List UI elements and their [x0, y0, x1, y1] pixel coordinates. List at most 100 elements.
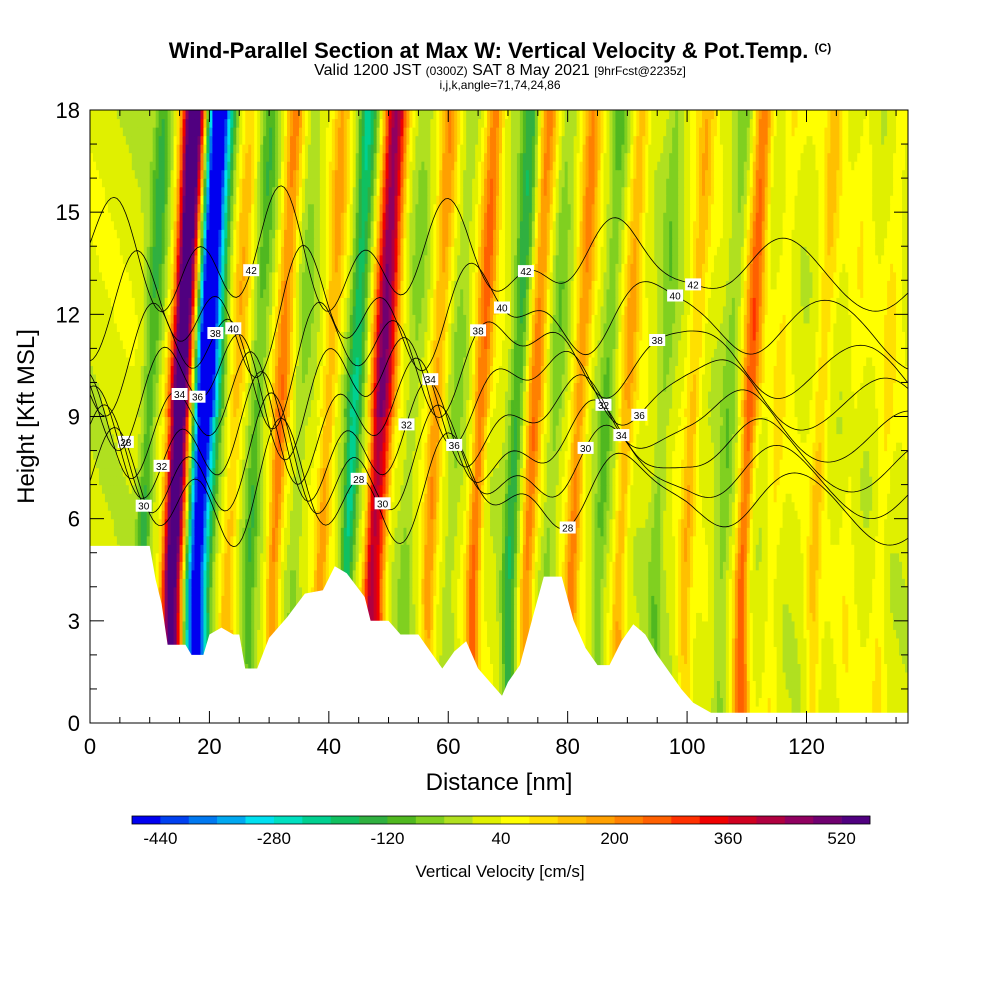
velocity-cell — [669, 637, 673, 647]
velocity-cell — [188, 646, 193, 656]
velocity-cell — [606, 595, 611, 605]
velocity-cell — [746, 705, 751, 716]
velocity-cell — [585, 603, 590, 613]
velocity-cell — [887, 620, 891, 630]
velocity-cell — [406, 603, 411, 613]
velocity-cell — [875, 663, 879, 673]
velocity-cell — [528, 603, 533, 613]
velocity-cell — [415, 586, 419, 596]
velocity-cell — [716, 586, 721, 596]
velocity-cell — [902, 688, 906, 699]
velocity-cell — [203, 637, 208, 647]
velocity-cell — [493, 595, 497, 605]
velocity-cell — [522, 637, 527, 647]
velocity-cell — [510, 654, 515, 664]
velocity-cell — [713, 654, 718, 664]
velocity-cell — [770, 680, 775, 690]
velocity-cell — [475, 654, 479, 664]
velocity-cell — [899, 629, 903, 639]
velocity-cell — [824, 629, 828, 639]
velocity-cell — [887, 663, 891, 673]
velocity-cell — [519, 629, 524, 639]
velocity-cell — [902, 663, 906, 673]
velocity-cell — [788, 654, 793, 664]
velocity-cell — [761, 697, 766, 707]
velocity-cell — [457, 612, 461, 622]
velocity-cell — [740, 680, 745, 690]
velocity-cell — [167, 586, 172, 596]
velocity-cell — [645, 595, 649, 605]
velocity-cell — [740, 654, 745, 664]
velocity-cell — [278, 586, 282, 596]
velocity-cell — [173, 595, 178, 605]
velocity-cell — [600, 637, 605, 647]
velocity-cell — [672, 612, 676, 622]
velocity-cell — [666, 629, 670, 639]
velocity-cell — [785, 595, 790, 605]
velocity-cell — [704, 654, 709, 664]
velocity-cell — [791, 646, 796, 656]
velocity-cell — [454, 620, 458, 630]
velocity-cell — [830, 646, 834, 656]
velocity-cell — [304, 586, 309, 596]
velocity-cell — [743, 654, 748, 664]
velocity-cell — [812, 646, 817, 656]
velocity-cell — [851, 603, 855, 613]
velocity-cell — [606, 646, 611, 656]
chart-title-unit: (C) — [814, 41, 832, 55]
velocity-cell — [281, 612, 285, 622]
velocity-cell — [364, 595, 369, 605]
velocity-cell — [788, 612, 793, 622]
velocity-cell — [284, 603, 288, 613]
velocity-cell — [433, 637, 437, 647]
velocity-cell — [728, 620, 733, 630]
velocity-cell — [893, 646, 897, 656]
velocity-cell — [875, 595, 879, 605]
velocity-cell — [507, 612, 512, 622]
velocity-cell — [749, 671, 754, 682]
velocity-cell — [818, 637, 823, 647]
velocity-cell — [887, 629, 891, 639]
velocity-cell — [251, 612, 255, 622]
velocity-cell — [839, 595, 843, 605]
velocity-cell — [773, 671, 778, 682]
velocity-cell — [725, 654, 730, 664]
velocity-cell — [896, 697, 900, 707]
velocity-cell — [746, 637, 751, 647]
velocity-cell — [737, 629, 742, 639]
velocity-cell — [696, 646, 700, 656]
velocity-cell — [773, 688, 778, 699]
velocity-cell — [624, 620, 628, 630]
velocity-cell — [663, 620, 667, 630]
velocity-cell — [582, 637, 587, 647]
velocity-cell — [615, 586, 620, 596]
velocity-cell — [699, 586, 703, 596]
velocity-cell — [397, 612, 402, 622]
velocity-cell — [490, 663, 494, 673]
velocity-cell — [439, 646, 443, 656]
velocity-cell — [397, 586, 402, 596]
velocity-cell — [621, 629, 625, 639]
velocity-cell — [696, 671, 700, 682]
velocity-cell — [728, 603, 733, 613]
velocity-cell — [388, 603, 393, 613]
velocity-cell — [737, 671, 742, 682]
velocity-cell — [385, 595, 390, 605]
velocity-cell — [752, 629, 757, 639]
velocity-cell — [854, 705, 858, 716]
velocity-cell — [460, 629, 464, 639]
velocity-cell — [839, 620, 843, 630]
velocity-cell — [475, 612, 479, 622]
velocity-cell — [215, 612, 219, 622]
velocity-cell — [403, 612, 408, 622]
velocity-cell — [779, 654, 784, 664]
velocity-cell — [382, 586, 387, 596]
velocity-cell — [209, 620, 214, 630]
velocity-cell — [170, 586, 175, 596]
velocity-cell — [860, 637, 864, 647]
velocity-cell — [194, 629, 199, 639]
velocity-cell — [687, 612, 691, 622]
velocity-cell — [848, 646, 852, 656]
velocity-cell — [890, 663, 894, 673]
velocity-cell — [731, 629, 736, 639]
